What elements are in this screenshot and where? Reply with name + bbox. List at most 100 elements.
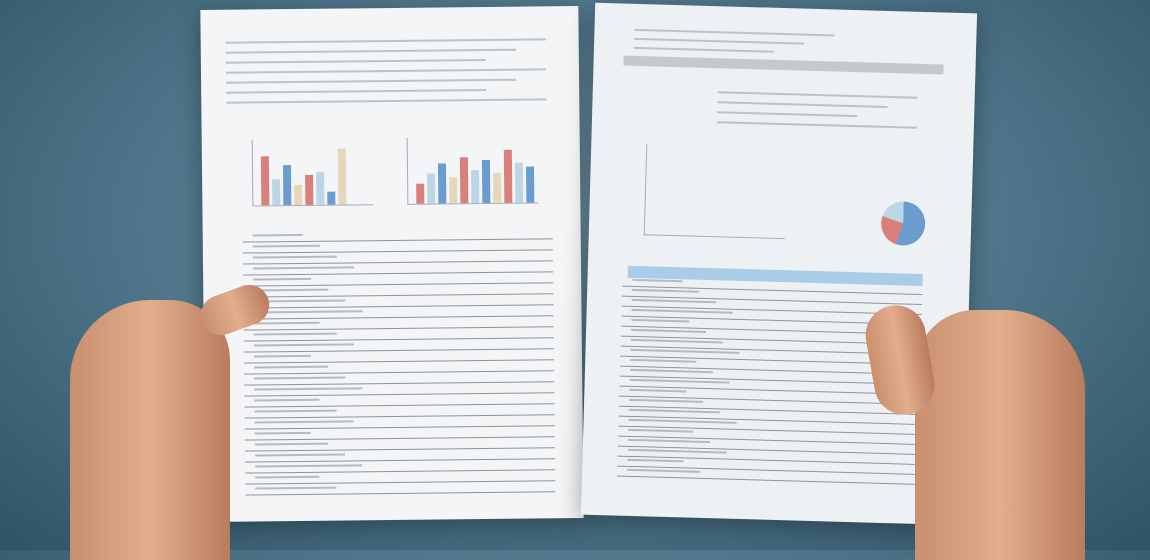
table-row xyxy=(244,359,555,364)
text-line xyxy=(634,37,805,45)
cell-text xyxy=(255,475,320,479)
table-row xyxy=(243,348,554,353)
bar xyxy=(282,165,292,206)
cell-text xyxy=(254,409,337,413)
table-row xyxy=(244,381,555,386)
cell-text xyxy=(629,388,687,393)
cell-text xyxy=(629,368,713,374)
cell-text xyxy=(630,338,723,344)
bar-chart-1 xyxy=(251,138,374,207)
bar xyxy=(481,160,491,204)
cell-text xyxy=(629,378,730,384)
cell-text xyxy=(254,453,346,457)
left-hand xyxy=(70,300,230,560)
cell-text xyxy=(254,365,329,369)
bar xyxy=(471,170,480,204)
cell-text xyxy=(255,464,363,468)
text-line xyxy=(226,78,517,84)
bar xyxy=(294,185,303,206)
table-row xyxy=(242,238,553,243)
table-row xyxy=(244,392,555,397)
table-row xyxy=(245,480,556,485)
cell-text xyxy=(254,376,346,380)
table-row xyxy=(617,475,917,485)
bar xyxy=(260,155,270,206)
bar xyxy=(272,178,281,206)
cell-text xyxy=(631,308,733,314)
cell-text xyxy=(254,431,311,435)
pie-chart xyxy=(880,200,926,247)
cell-text xyxy=(252,255,337,259)
cell-text xyxy=(253,310,363,314)
bar xyxy=(525,166,535,203)
text-line xyxy=(717,101,888,108)
text-line xyxy=(225,68,546,74)
table-row xyxy=(242,249,553,254)
cell-text xyxy=(628,438,711,444)
cell-text xyxy=(627,448,727,454)
cell-text xyxy=(253,332,337,336)
cell-text xyxy=(632,288,700,293)
cell-text xyxy=(630,348,740,354)
table-row xyxy=(242,260,553,265)
bar xyxy=(514,163,524,203)
bar xyxy=(427,173,436,204)
table-row xyxy=(243,315,554,320)
bar xyxy=(449,176,458,204)
line-chart xyxy=(643,144,788,240)
table-row xyxy=(244,436,555,441)
text-line xyxy=(226,89,487,94)
table-row xyxy=(245,458,556,463)
table-row xyxy=(244,414,555,419)
cell-text xyxy=(254,398,320,402)
cell-text xyxy=(254,387,363,391)
table-row xyxy=(245,491,556,496)
text-line xyxy=(225,38,546,44)
cell-text xyxy=(253,343,354,347)
cell-text xyxy=(254,442,328,446)
cell-text xyxy=(627,468,701,473)
left-document xyxy=(200,6,584,522)
cell-text xyxy=(627,458,684,463)
table-row xyxy=(243,271,554,276)
bar xyxy=(327,191,336,205)
cell-text xyxy=(632,278,683,283)
bar xyxy=(416,183,425,204)
table-row xyxy=(244,447,555,452)
cell-text xyxy=(628,418,737,424)
text-line xyxy=(633,46,774,53)
bar xyxy=(316,171,325,205)
cell-text xyxy=(628,408,720,414)
cell-text xyxy=(630,358,697,363)
cell-text xyxy=(631,298,716,304)
right-hand xyxy=(915,310,1085,560)
cell-text xyxy=(252,233,303,237)
header-band xyxy=(623,55,944,75)
bar xyxy=(305,175,314,205)
bar-chart-2 xyxy=(406,136,539,205)
cell-text xyxy=(254,420,354,424)
text-lines xyxy=(595,3,977,129)
cell-text xyxy=(631,328,707,333)
bar xyxy=(503,149,513,203)
table-row xyxy=(245,469,556,474)
table-row xyxy=(244,370,555,375)
table-row xyxy=(243,282,554,287)
table-row xyxy=(243,326,554,331)
cell-text xyxy=(255,486,337,490)
bar xyxy=(459,157,469,204)
text-lines xyxy=(200,6,578,104)
table-row xyxy=(244,403,555,408)
data-table xyxy=(595,3,977,485)
text-line xyxy=(225,48,516,54)
bar xyxy=(493,173,502,203)
text-line xyxy=(717,111,858,118)
cell-text xyxy=(253,354,311,358)
text-line xyxy=(634,28,835,37)
cell-text xyxy=(253,277,312,281)
cell-text xyxy=(631,318,690,323)
table-header xyxy=(627,265,923,287)
cell-text xyxy=(628,428,694,433)
data-table xyxy=(200,6,578,496)
text-line xyxy=(717,91,918,99)
